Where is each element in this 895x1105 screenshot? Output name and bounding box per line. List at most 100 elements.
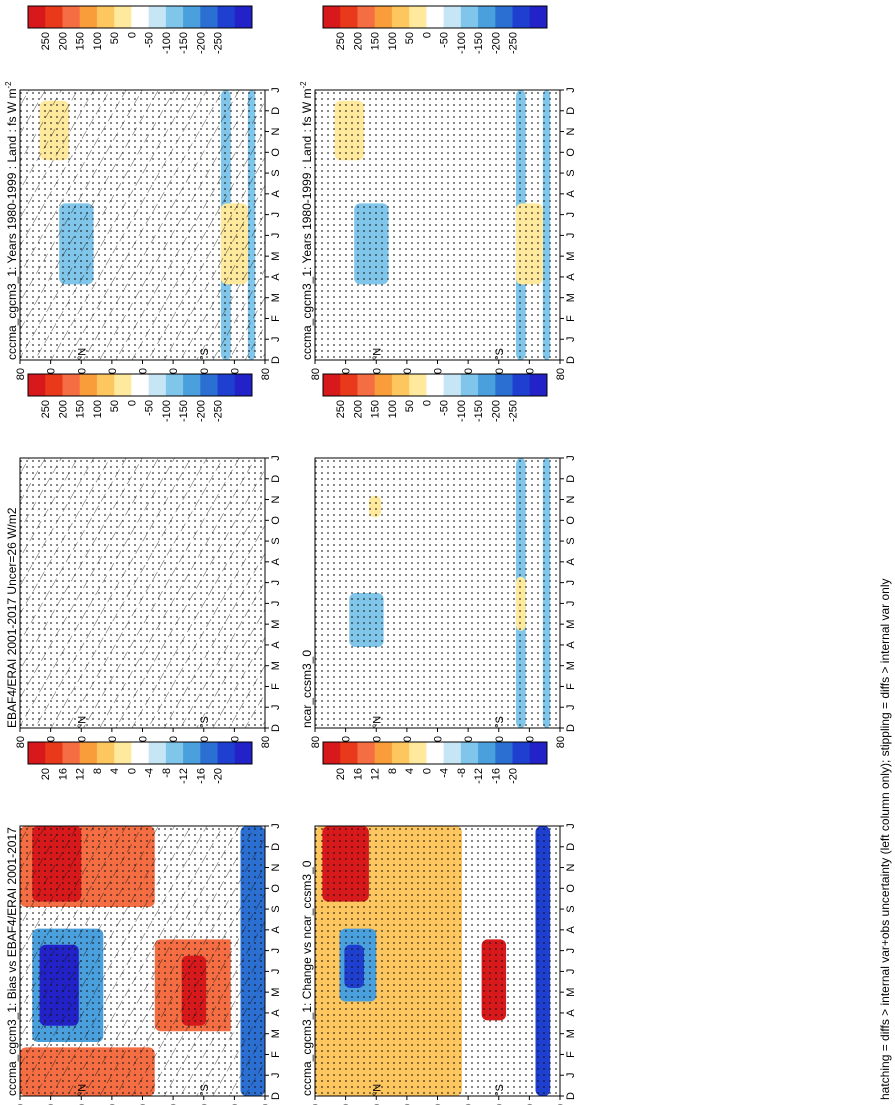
colorbar-cell xyxy=(512,742,531,764)
lat-label: 0 xyxy=(433,736,445,742)
stipple-overlay xyxy=(315,90,560,360)
colorbar-cell xyxy=(96,374,115,396)
month-label: A xyxy=(565,641,577,649)
month-label: J xyxy=(270,580,282,586)
colorbar-label: 20 xyxy=(40,768,52,780)
colorbar-label: -100 xyxy=(161,400,173,422)
colorbar-cell xyxy=(357,742,376,764)
colorbar-label: 250 xyxy=(335,32,347,50)
colorbar-cell xyxy=(62,6,81,28)
colorbar-cell xyxy=(131,374,150,396)
colorbar-label: -150 xyxy=(473,400,485,422)
colorbar-cell xyxy=(391,742,410,764)
colorbar-label: -150 xyxy=(178,32,190,54)
month-label: D xyxy=(270,475,282,483)
month-label: S xyxy=(270,537,282,544)
colorbar-cell xyxy=(443,742,462,764)
colorbar-label: 100 xyxy=(387,400,399,418)
colorbar-cell xyxy=(165,6,184,28)
south-marker: °S xyxy=(494,1084,506,1096)
lat-label: 0 xyxy=(138,736,150,742)
colorbar-cell xyxy=(512,374,531,396)
month-label: A xyxy=(565,1009,577,1017)
colorbar-cell xyxy=(28,6,46,28)
colorbar-label: -16 xyxy=(490,768,502,784)
colorbar-cell xyxy=(409,6,427,28)
north-marker: °N xyxy=(76,716,88,728)
month-label: J xyxy=(270,212,282,218)
lat-label: 0 xyxy=(138,368,150,374)
colorbar-cell xyxy=(148,742,167,764)
month-label: O xyxy=(565,884,577,893)
colorbar-label: 150 xyxy=(370,400,382,418)
month-label: J xyxy=(565,823,577,829)
month-label: F xyxy=(565,315,577,322)
colorbar-label: 0 xyxy=(126,400,138,406)
north-marker: °N xyxy=(371,1084,383,1096)
hatch-overlay xyxy=(20,90,265,360)
colorbar-cell xyxy=(148,374,167,396)
colorbar-label: 100 xyxy=(387,32,399,50)
month-label: D xyxy=(565,724,577,732)
colorbar-cell xyxy=(323,742,341,764)
month-label: D xyxy=(565,107,577,115)
month-label: N xyxy=(565,128,577,136)
month-label: J xyxy=(565,1072,577,1078)
colorbar-cell xyxy=(426,6,445,28)
colorbar-cell xyxy=(391,374,410,396)
colorbar-label: -20 xyxy=(213,768,225,784)
colorbar-cell xyxy=(340,374,358,396)
month-label: A xyxy=(270,558,282,566)
colorbar-frame xyxy=(322,741,548,765)
colorbar-cell xyxy=(374,374,393,396)
month-label: O xyxy=(565,516,577,525)
month-label: M xyxy=(270,1029,282,1038)
panels-group: DJFMAMJJASONDJ80604020020406080°N°Scccma… xyxy=(4,5,577,1105)
footer-caption: hatching = diffs > internal var+obs unce… xyxy=(878,578,892,1100)
month-label: O xyxy=(270,516,282,525)
colorbar-cell xyxy=(165,374,184,396)
colorbar-cell xyxy=(495,6,514,28)
colorbar-frame xyxy=(27,741,253,765)
panel-panel-a: DJFMAMJJASONDJ80604020020406080°N°Scccma… xyxy=(4,5,282,380)
colorbar-cell xyxy=(234,374,253,396)
month-label: M xyxy=(270,661,282,670)
colorbar-label: -150 xyxy=(473,32,485,54)
colorbar-label: 150 xyxy=(75,32,87,50)
colorbar-label: -250 xyxy=(213,32,225,54)
colorbar-label: 0 xyxy=(126,768,138,774)
month-label: O xyxy=(565,148,577,157)
month-label: D xyxy=(565,475,577,483)
colorbar-label: 16 xyxy=(352,768,364,780)
colorbar-label: -100 xyxy=(456,400,468,422)
month-label: A xyxy=(565,273,577,281)
colorbar-cell xyxy=(234,742,253,764)
colorbar-cell xyxy=(96,742,115,764)
colorbar-cell xyxy=(529,742,548,764)
north-marker: °N xyxy=(76,1084,88,1096)
month-label: J xyxy=(565,233,577,239)
colorbar-cell xyxy=(529,374,548,396)
colorbar-label: -50 xyxy=(144,400,156,416)
panel-title: EBAF4/ERAI 2001-2017 Uncer=26 W/m2 xyxy=(5,507,19,728)
month-label: N xyxy=(270,496,282,504)
month-label: J xyxy=(565,336,577,342)
colorbar-cell xyxy=(62,374,81,396)
south-marker: °S xyxy=(199,1084,211,1096)
month-label: A xyxy=(270,190,282,198)
panel-title: cccma_cgcm3_1: Change vs ncar_ccsm3_0 xyxy=(300,860,314,1096)
colorbar-label: 12 xyxy=(370,768,382,780)
colorbar-cell xyxy=(340,6,358,28)
month-label: M xyxy=(565,1029,577,1038)
colorbar-cell xyxy=(409,742,427,764)
panel-panel-f: DJFMAMJJASONDJ80604020020406080°N°Scccma… xyxy=(300,741,577,1105)
colorbar-label: 0 xyxy=(421,400,433,406)
colorbar-cell xyxy=(357,6,376,28)
colorbar-cell xyxy=(183,374,201,396)
colorbar-cell xyxy=(323,374,341,396)
colorbar-label: -200 xyxy=(195,400,207,422)
month-label: J xyxy=(270,969,282,975)
colorbar-cell xyxy=(28,374,46,396)
month-label: D xyxy=(270,1092,282,1100)
month-label: S xyxy=(565,537,577,544)
